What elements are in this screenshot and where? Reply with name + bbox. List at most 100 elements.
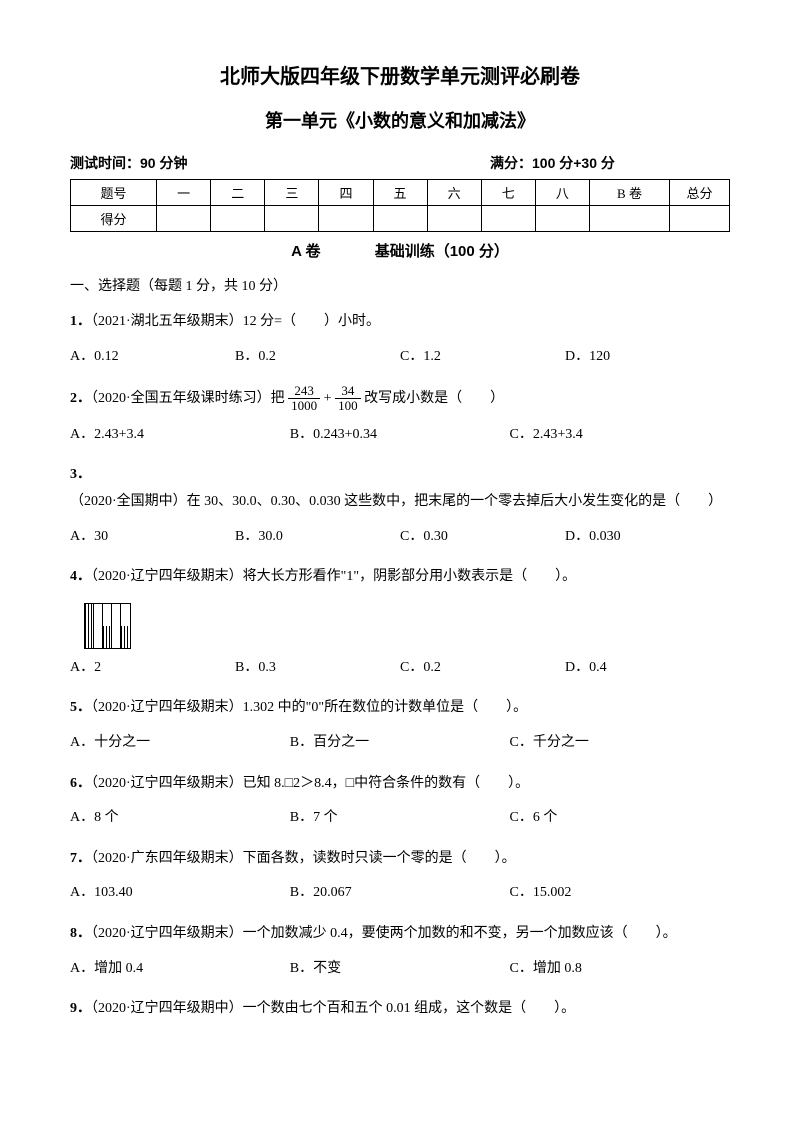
question-number: 6． — [70, 776, 91, 791]
table-cell: 一 — [157, 180, 211, 206]
option: B．百分之一 — [290, 730, 510, 757]
option: A．0.12 — [70, 344, 235, 371]
option: C．增加 0.8 — [510, 956, 730, 983]
option: B．0.2 — [235, 344, 400, 371]
title-sub: 第一单元《小数的意义和加减法》 — [70, 107, 730, 133]
question-number: 2． — [70, 391, 91, 406]
question-number: 1． — [70, 314, 91, 329]
question-4: 4．（2020·辽宁四年级期末）将大长方形看作"1"，阴影部分用小数表示是（ ）… — [70, 564, 730, 681]
question-text: （2020·广东四年级期末）下面各数，读数时只读一个零的是（ ）。 — [91, 851, 516, 866]
question-text: （2021·湖北五年级期末）12 分=（ ）小时。 — [91, 314, 380, 329]
question-number: 4． — [70, 569, 91, 584]
question-number: 8． — [70, 926, 91, 941]
option: D．0.4 — [565, 655, 730, 682]
question-stem: 5．（2020·辽宁四年级期末）1.302 中的"0"所在数位的计数单位是（ ）… — [70, 695, 730, 722]
table-cell — [590, 206, 670, 232]
question-number: 9． — [70, 1001, 91, 1016]
column-half-shaded — [121, 604, 130, 648]
question-9: 9．（2020·辽宁四年级期中）一个数由七个百和五个 0.01 组成，这个数是（… — [70, 996, 730, 1023]
question-stem: 4．（2020·辽宁四年级期末）将大长方形看作"1"，阴影部分用小数表示是（ ）… — [70, 564, 730, 591]
option: C．15.002 — [510, 880, 730, 907]
table-cell: 得分 — [71, 206, 157, 232]
column — [94, 604, 103, 648]
table-row: 得分 — [71, 206, 730, 232]
options: A．增加 0.4 B．不变 C．增加 0.8 — [70, 956, 730, 983]
option: A．十分之一 — [70, 730, 290, 757]
paper-label: A 卷 基础训练（100 分） — [70, 240, 730, 261]
question-1: 1．（2021·湖北五年级期末）12 分=（ ）小时。 A．0.12 B．0.2… — [70, 309, 730, 370]
option: B．7 个 — [290, 805, 510, 832]
table-cell: 五 — [373, 180, 427, 206]
option: A．30 — [70, 524, 235, 551]
table-cell: 六 — [427, 180, 481, 206]
table-cell: 八 — [535, 180, 589, 206]
question-6: 6．（2020·辽宁四年级期末）已知 8.□2＞8.4，□中符合条件的数有（ ）… — [70, 771, 730, 832]
option: B．30.0 — [235, 524, 400, 551]
table-cell — [319, 206, 373, 232]
table-cell: B 卷 — [590, 180, 670, 206]
question-stem: 7．（2020·广东四年级期末）下面各数，读数时只读一个零的是（ ）。 — [70, 846, 730, 873]
option: C．6 个 — [510, 805, 730, 832]
rectangle-figure — [84, 603, 131, 649]
option: C．1.2 — [400, 344, 565, 371]
option: B．0.3 — [235, 655, 400, 682]
option: A．2 — [70, 655, 235, 682]
table-cell — [535, 206, 589, 232]
plus-sign: + — [324, 391, 335, 406]
question-text: （2020·辽宁四年级期末）已知 8.□2＞8.4，□中符合条件的数有（ ）。 — [91, 776, 529, 791]
table-cell: 总分 — [670, 180, 730, 206]
paper-b: 基础训练（100 分） — [375, 243, 509, 260]
options: A．2.43+3.4 B．0.243+0.34 C．2.43+3.4 — [70, 422, 730, 449]
denominator: 100 — [335, 399, 361, 413]
question-text: （2020·辽宁四年级期末）1.302 中的"0"所在数位的计数单位是（ ）。 — [91, 700, 527, 715]
column — [112, 604, 121, 648]
question-number: 7． — [70, 851, 91, 866]
question-text: （2020·全国期中）在 30、30.0、0.30、0.030 这些数中，把末尾… — [70, 494, 722, 509]
table-cell: 题号 — [71, 180, 157, 206]
table-cell — [265, 206, 319, 232]
section-heading: 一、选择题（每题 1 分，共 10 分） — [70, 275, 730, 295]
question-3: 3． （2020·全国期中）在 30、30.0、0.30、0.030 这些数中，把… — [70, 462, 730, 550]
options: A．30 B．30.0 C．0.30 D．0.030 — [70, 524, 730, 551]
full-score: 满分：100 分+30 分 — [310, 153, 730, 173]
option: A．增加 0.4 — [70, 956, 290, 983]
fraction: 2431000 — [288, 384, 320, 414]
question-text: （2020·辽宁四年级期中）一个数由七个百和五个 0.01 组成，这个数是（ ）… — [91, 1001, 575, 1016]
options: A．8 个 B．7 个 C．6 个 — [70, 805, 730, 832]
options: A．0.12 B．0.2 C．1.2 D．120 — [70, 344, 730, 371]
title-main: 北师大版四年级下册数学单元测评必刷卷 — [70, 60, 730, 89]
table-cell — [211, 206, 265, 232]
question-stem: 1．（2021·湖北五年级期末）12 分=（ ）小时。 — [70, 309, 730, 336]
question-stem: 6．（2020·辽宁四年级期末）已知 8.□2＞8.4，□中符合条件的数有（ ）… — [70, 771, 730, 798]
option: B．不变 — [290, 956, 510, 983]
table-cell — [670, 206, 730, 232]
table-cell — [157, 206, 211, 232]
denominator: 1000 — [288, 399, 320, 413]
question-stem: 2．（2020·全国五年级课时练习）把 2431000 + 34100 改写成小… — [70, 384, 730, 414]
column-shaded — [85, 604, 94, 648]
option: C．0.30 — [400, 524, 565, 551]
question-5: 5．（2020·辽宁四年级期末）1.302 中的"0"所在数位的计数单位是（ ）… — [70, 695, 730, 756]
numerator: 243 — [288, 384, 320, 399]
question-stem: 8．（2020·辽宁四年级期末）一个加数减少 0.4，要使两个加数的和不变，另一… — [70, 921, 730, 948]
question-8: 8．（2020·辽宁四年级期末）一个加数减少 0.4，要使两个加数的和不变，另一… — [70, 921, 730, 982]
table-cell — [373, 206, 427, 232]
question-number: 3． — [70, 467, 91, 482]
table-cell: 七 — [481, 180, 535, 206]
table-cell: 三 — [265, 180, 319, 206]
question-7: 7．（2020·广东四年级期末）下面各数，读数时只读一个零的是（ ）。 A．10… — [70, 846, 730, 907]
question-text: （2020·辽宁四年级期末）一个加数减少 0.4，要使两个加数的和不变，另一个加… — [91, 926, 677, 941]
info-row: 测试时间：90 分钟 满分：100 分+30 分 — [70, 153, 730, 173]
numerator: 34 — [335, 384, 361, 399]
question-number: 5． — [70, 700, 91, 715]
options: A．103.40 B．20.067 C．15.002 — [70, 880, 730, 907]
question-text: （2020·全国五年级课时练习）把 — [91, 391, 288, 406]
question-text: （2020·辽宁四年级期末）将大长方形看作"1"，阴影部分用小数表示是（ ）。 — [91, 569, 576, 584]
option: B．20.067 — [290, 880, 510, 907]
paper-a: A 卷 — [291, 243, 320, 260]
options: A．2 B．0.3 C．0.2 D．0.4 — [70, 655, 730, 682]
option: B．0.243+0.34 — [290, 422, 510, 449]
options: A．十分之一 B．百分之一 C．千分之一 — [70, 730, 730, 757]
option: D．120 — [565, 344, 730, 371]
question-2: 2．（2020·全国五年级课时练习）把 2431000 + 34100 改写成小… — [70, 384, 730, 448]
